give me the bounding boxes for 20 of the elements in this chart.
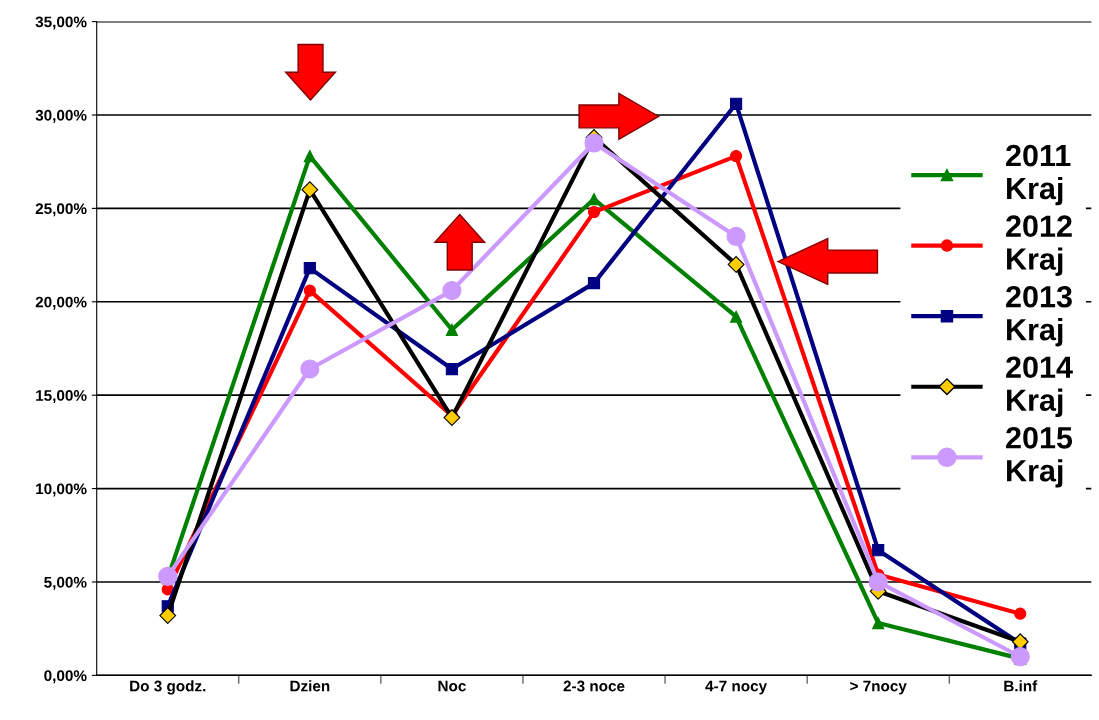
legend-label: 2012 Kraj <box>1006 215 1072 276</box>
legend-label: 2014 Kraj <box>1006 356 1073 418</box>
y-tick-label: 10,00% <box>36 483 87 497</box>
y-tick-label: 15,00% <box>36 390 87 404</box>
legend-label: 2015 Kraj <box>1006 427 1073 488</box>
y-tick-label: 30,00% <box>35 109 87 123</box>
x-tick-label: Noc <box>438 680 466 692</box>
legend-label: 2011 Kraj <box>1006 144 1071 206</box>
y-tick-label: 35,00% <box>35 16 87 30</box>
x-tick-label: 2-3 noce <box>563 680 625 692</box>
y-tick-label: 0,00% <box>44 670 87 684</box>
legend-label: 2013 Kraj <box>1006 285 1072 347</box>
y-tick-label: 25,00% <box>35 203 87 217</box>
x-tick-label: 4-7 nocy <box>705 680 768 695</box>
x-tick-label: Dzien <box>290 680 330 692</box>
x-tick-label: > 7nocy <box>850 680 907 695</box>
y-tick-label: 5,00% <box>44 576 87 590</box>
x-tick-label: Do 3 godz. <box>130 680 206 695</box>
y-tick-label: 20,00% <box>35 296 87 310</box>
x-tick-label: B.inf <box>1004 680 1038 692</box>
